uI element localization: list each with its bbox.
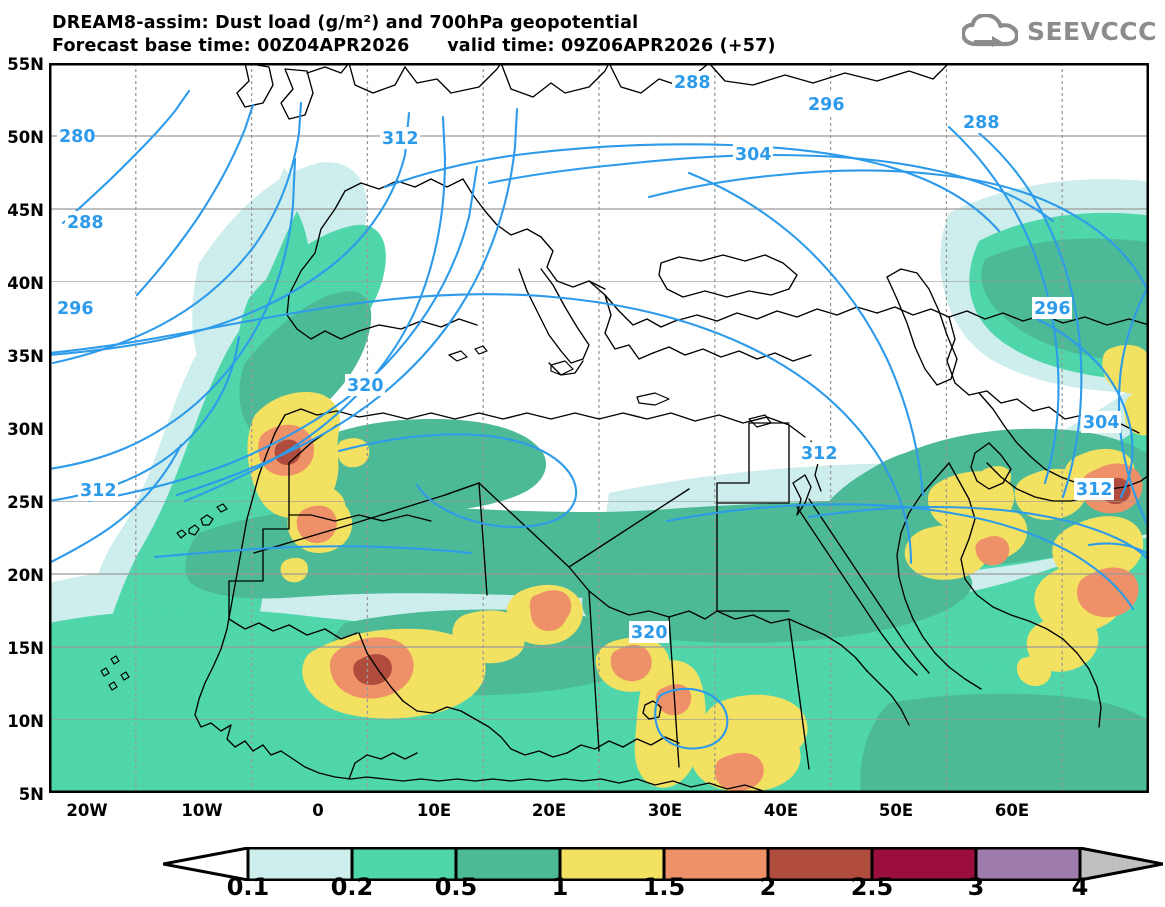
contour-labels: 280 288 296 312 312 320 288 296 304 288 … xyxy=(55,71,1121,643)
colorbar-label-3: 1 xyxy=(551,873,569,901)
colorbar-label-2: 0.5 xyxy=(434,873,478,901)
y-tick-30N: 30N xyxy=(7,420,44,439)
svg-text:312: 312 xyxy=(382,129,419,149)
y-tick-25N: 25N xyxy=(7,493,44,512)
svg-text:296: 296 xyxy=(57,299,94,319)
x-tick-10W: 10W xyxy=(181,801,223,820)
coastlines-and-borders xyxy=(100,63,1149,792)
colorbar-label-0: 0.1 xyxy=(226,873,270,901)
svg-text:312: 312 xyxy=(1076,480,1113,500)
colorbar-swatch-1 xyxy=(350,846,458,882)
colorbar-label-5: 2 xyxy=(759,873,777,901)
colorbar[interactable]: 0.1 0.2 0.5 1 1.5 2 2.5 3 4 xyxy=(162,846,1164,907)
x-tick-50E: 50E xyxy=(878,801,914,820)
colorbar-over-arrow xyxy=(1078,846,1164,882)
svg-text:320: 320 xyxy=(631,623,668,643)
svg-text:304: 304 xyxy=(1083,413,1120,433)
page-title: DREAM8-assim: Dust load (g/m²) and 700hP… xyxy=(52,12,776,58)
colorbar-swatch-0 xyxy=(246,846,354,882)
title-line-2: Forecast base time: 00Z04APR2026 valid t… xyxy=(52,36,776,56)
y-tick-15N: 15N xyxy=(7,639,44,658)
x-tick-20W: 20W xyxy=(66,801,108,820)
colorbar-label-7: 3 xyxy=(967,873,985,901)
x-tick-20E: 20E xyxy=(531,801,567,820)
cloud-arrow-icon xyxy=(961,14,1018,47)
y-tick-55N: 55N xyxy=(7,55,44,74)
colorbar-swatch-7 xyxy=(974,846,1082,882)
logo-text: SEEVCCC xyxy=(1026,16,1157,46)
y-tick-10N: 10N xyxy=(7,712,44,731)
svg-text:312: 312 xyxy=(801,444,838,464)
y-tick-50N: 50N xyxy=(7,128,44,147)
x-tick-10E: 10E xyxy=(416,801,452,820)
y-tick-35N: 35N xyxy=(7,347,44,366)
colorbar-label-8: 4 xyxy=(1071,873,1089,901)
gridlines xyxy=(49,63,1149,793)
y-tick-45N: 45N xyxy=(7,201,44,220)
map-plot-area[interactable]: 280 288 296 312 312 320 288 296 304 288 … xyxy=(49,63,1149,793)
y-tick-5N: 5N xyxy=(18,785,44,804)
seevccc-logo: SEEVCCC xyxy=(961,14,1157,48)
svg-text:280: 280 xyxy=(59,127,96,147)
svg-text:320: 320 xyxy=(347,376,384,396)
x-tick-40E: 40E xyxy=(763,801,799,820)
colorbar-label-4: 1.5 xyxy=(642,873,686,901)
y-tick-40N: 40N xyxy=(7,274,44,293)
colorbar-label-6: 2.5 xyxy=(850,873,894,901)
svg-text:288: 288 xyxy=(674,73,711,93)
svg-text:296: 296 xyxy=(808,95,845,115)
y-tick-20N: 20N xyxy=(7,566,44,585)
colorbar-swatch-3 xyxy=(558,846,666,882)
colorbar-label-1: 0.2 xyxy=(330,873,374,901)
x-tick-30E: 30E xyxy=(647,801,683,820)
x-tick-60E: 60E xyxy=(994,801,1030,820)
map-content: 280 288 296 312 312 320 288 296 304 288 … xyxy=(49,63,1149,793)
colorbar-swatches xyxy=(162,846,1164,882)
colorbar-swatch-4 xyxy=(662,846,770,882)
svg-text:312: 312 xyxy=(80,481,117,501)
map-svg: 280 288 296 312 312 320 288 296 304 288 … xyxy=(49,63,1149,793)
svg-text:288: 288 xyxy=(963,113,1000,133)
title-line-1: DREAM8-assim: Dust load (g/m²) and 700hP… xyxy=(52,13,639,33)
svg-text:304: 304 xyxy=(735,145,772,165)
svg-text:296: 296 xyxy=(1034,299,1071,319)
colorbar-swatch-6 xyxy=(870,846,978,882)
x-tick-0: 0 xyxy=(312,801,324,820)
svg-text:288: 288 xyxy=(67,213,104,233)
